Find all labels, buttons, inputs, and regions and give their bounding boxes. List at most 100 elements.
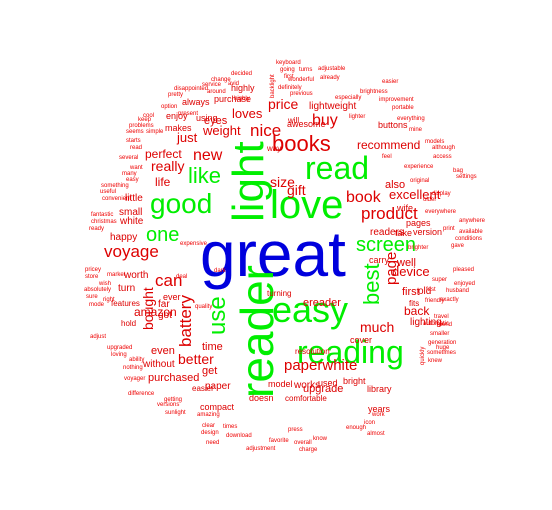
word: generation — [428, 340, 457, 346]
word: charge — [299, 447, 318, 453]
word: use — [204, 296, 231, 335]
word: first — [402, 286, 420, 298]
word: amazon — [134, 305, 177, 319]
word: adjustment — [246, 446, 276, 452]
word: always — [182, 97, 210, 107]
word: model — [268, 379, 293, 389]
word: avid — [228, 81, 240, 87]
word: simple — [146, 129, 164, 135]
word: brightness — [360, 89, 388, 95]
word: feel — [382, 154, 392, 160]
word: well — [397, 257, 416, 269]
word: turns — [299, 67, 313, 73]
word: upgraded — [107, 345, 133, 351]
word: decided — [231, 71, 253, 77]
word: white — [120, 216, 144, 227]
word: way — [267, 144, 282, 153]
word: wife — [397, 203, 414, 213]
word: little — [125, 193, 143, 204]
word: sure — [86, 294, 98, 300]
word: right — [103, 297, 115, 303]
word: quickly — [420, 346, 426, 365]
word: screen — [356, 234, 417, 256]
word: exactly — [440, 297, 459, 303]
word: pages — [406, 218, 431, 228]
word: convenient — [102, 196, 132, 202]
word: service — [202, 82, 222, 88]
word: change — [211, 77, 231, 83]
word: eyes — [204, 115, 228, 127]
word: highly — [234, 96, 250, 102]
word: buy — [312, 112, 338, 129]
word: nothing — [123, 365, 143, 371]
word: favorite — [269, 438, 289, 444]
word: like — [188, 163, 222, 188]
word: years — [368, 404, 391, 414]
word: new — [193, 147, 223, 164]
word: experience — [404, 164, 434, 170]
word: cover — [350, 335, 373, 345]
word: easier — [382, 79, 399, 85]
word: purchased — [148, 372, 200, 384]
word: paperwhite — [284, 357, 358, 374]
word: makes — [165, 123, 192, 133]
word: book — [346, 189, 381, 206]
word: back — [404, 304, 430, 318]
word: works — [294, 380, 321, 391]
word: lightweight — [309, 101, 357, 112]
word: enjoy — [166, 111, 188, 121]
word: portable — [392, 105, 414, 111]
word: enjoyed — [454, 281, 476, 287]
word: get — [202, 365, 218, 377]
word: adjust — [90, 334, 107, 340]
word: voyage — [104, 242, 159, 261]
word: problems — [129, 123, 154, 129]
word: hold — [121, 319, 137, 328]
word: difference — [128, 391, 155, 397]
word: models — [425, 139, 445, 145]
word: bag — [453, 168, 464, 174]
word: disappointed — [174, 86, 209, 92]
word: loving — [111, 352, 127, 358]
word: everywhere — [425, 209, 457, 215]
word: worth — [124, 270, 149, 281]
word: need — [206, 440, 220, 446]
word: features — [111, 299, 140, 308]
word: going — [280, 67, 295, 73]
word: display — [432, 191, 451, 197]
word: quality — [195, 304, 213, 310]
word: amazing — [197, 412, 220, 418]
word: store — [85, 274, 99, 280]
word: can — [155, 271, 183, 290]
word: gift — [287, 182, 306, 198]
word: cool — [143, 113, 155, 119]
word: resolution — [295, 347, 330, 356]
word: easy — [126, 177, 139, 183]
word: adjustable — [318, 66, 346, 72]
word: old — [418, 286, 432, 297]
word: settings — [456, 174, 477, 180]
word: work — [372, 412, 385, 418]
word: best — [359, 263, 384, 305]
word: although — [432, 145, 456, 151]
word: already — [320, 75, 340, 81]
word: also — [385, 179, 406, 191]
word: available — [459, 229, 483, 235]
word: conditions — [455, 236, 483, 242]
word: product — [361, 204, 418, 223]
word: present — [178, 111, 199, 117]
word: battery — [176, 295, 195, 347]
word: super — [432, 277, 448, 283]
word: bright — [343, 376, 366, 386]
word: light — [224, 141, 273, 222]
word: take — [395, 228, 413, 238]
word: friendly — [425, 298, 445, 304]
word: especially — [335, 95, 362, 101]
word: ready — [89, 226, 105, 232]
word: older — [423, 197, 437, 203]
word: comfortable — [285, 394, 327, 403]
word: option — [161, 104, 178, 110]
word: sunlight — [165, 410, 186, 416]
word: life — [155, 175, 171, 189]
